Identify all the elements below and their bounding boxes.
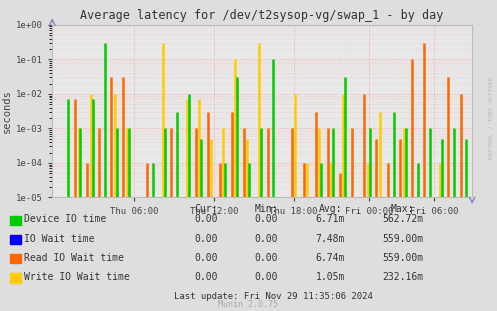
Text: 0.00: 0.00 [194,234,218,244]
Text: 0.00: 0.00 [254,234,278,244]
Text: 0.00: 0.00 [194,214,218,224]
Text: 7.48m: 7.48m [316,234,345,244]
Text: Max:: Max: [391,204,414,214]
Text: RRDTOOL / TOBI OETIKER: RRDTOOL / TOBI OETIKER [489,77,494,160]
Text: 562.72m: 562.72m [382,214,423,224]
Text: Munin 2.0.75: Munin 2.0.75 [219,299,278,309]
Text: Cur:: Cur: [194,204,218,214]
Text: 1.05m: 1.05m [316,272,345,282]
Text: 0.00: 0.00 [194,272,218,282]
Text: 6.74m: 6.74m [316,253,345,263]
Text: Min:: Min: [254,204,278,214]
Text: 0.00: 0.00 [254,253,278,263]
Text: IO Wait time: IO Wait time [24,234,94,244]
Text: Last update: Fri Nov 29 11:35:06 2024: Last update: Fri Nov 29 11:35:06 2024 [174,292,373,301]
Y-axis label: seconds: seconds [2,89,12,133]
Text: 0.00: 0.00 [194,253,218,263]
Text: Read IO Wait time: Read IO Wait time [24,253,124,263]
Text: 0.00: 0.00 [254,214,278,224]
Text: Device IO time: Device IO time [24,214,106,224]
Title: Average latency for /dev/t2sysop-vg/swap_1 - by day: Average latency for /dev/t2sysop-vg/swap… [81,9,444,22]
Text: 559.00m: 559.00m [382,253,423,263]
Text: Write IO Wait time: Write IO Wait time [24,272,130,282]
Text: 232.16m: 232.16m [382,272,423,282]
Text: 0.00: 0.00 [254,272,278,282]
Text: 559.00m: 559.00m [382,234,423,244]
Text: Avg:: Avg: [319,204,342,214]
Text: 6.71m: 6.71m [316,214,345,224]
